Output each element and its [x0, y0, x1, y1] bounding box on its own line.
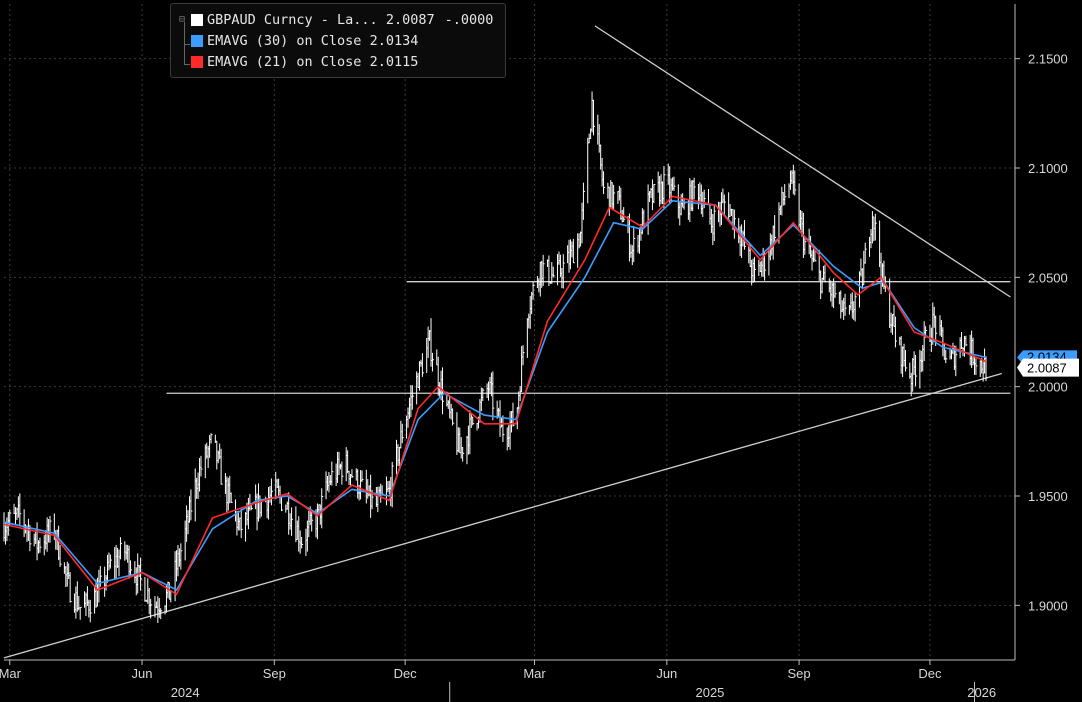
- y-tick-label: 2.0000: [1028, 380, 1068, 395]
- legend-change: -.0000: [444, 12, 494, 28]
- collapse-icon[interactable]: ⊟: [179, 14, 186, 25]
- trend-lines: [3, 25, 1011, 659]
- trend-line: [3, 372, 1002, 659]
- last-price-tag: [1017, 358, 1079, 377]
- x-tick-label: Dec: [394, 666, 418, 681]
- x-tick-label: Sep: [788, 666, 811, 681]
- y-tick-label: 2.0500: [1028, 270, 1068, 285]
- legend-tree-tick: [184, 64, 190, 65]
- y-tick-label: 1.9500: [1028, 489, 1068, 504]
- legend-name: GBPAUD Curncy - La...: [207, 12, 378, 28]
- x-tick-label: Dec: [918, 666, 942, 681]
- x-tick-label: Jun: [656, 666, 677, 681]
- y-tick-label: 2.1000: [1028, 161, 1068, 176]
- legend-value: 2.0134: [369, 33, 419, 49]
- legend-name: EMAVG (30) on Close: [207, 33, 362, 49]
- grid: [4, 4, 1015, 660]
- legend-swatch-ema21: [191, 56, 203, 68]
- year-label: 2025: [695, 685, 724, 700]
- legend-value: 2.0115: [369, 54, 419, 70]
- legend-swatch-price: [191, 14, 203, 26]
- price-series: [3, 91, 988, 624]
- year-label: 2026: [967, 685, 996, 700]
- legend-name: EMAVG (21) on Close: [207, 54, 362, 70]
- last-price-tag-text: 2.0087: [1027, 361, 1067, 376]
- axes: 1.9000 1.9500 2.0000 2.0500 2.1000 2.1500 Mar J…: [0, 4, 1068, 702]
- ema30-line: [3, 199, 987, 592]
- legend-row-ema21[interactable]: EMAVG (21) on Close 2.0115: [179, 52, 418, 72]
- y-tick-label: 2.1500: [1028, 52, 1068, 67]
- legend-tree-tick: [184, 44, 190, 45]
- x-tick-label: Mar: [0, 666, 22, 681]
- x-tick-label: Sep: [263, 666, 286, 681]
- x-tick-label: Jun: [132, 666, 153, 681]
- ema21-line: [3, 195, 987, 596]
- ema-series: [3, 195, 987, 596]
- legend-row-ema30[interactable]: EMAVG (30) on Close 2.0134: [179, 31, 418, 51]
- legend-tree-line: [184, 22, 185, 64]
- year-label: 2024: [171, 685, 200, 700]
- y-tick-label: 1.9000: [1028, 598, 1068, 613]
- legend-value: 2.0087: [385, 12, 435, 28]
- x-tick-label: Mar: [523, 666, 546, 681]
- legend-swatch-ema30: [191, 35, 203, 47]
- trend-line: [594, 25, 1011, 298]
- chart-legend[interactable]: ⊟ GBPAUD Curncy - La... 2.0087 -.0000 EMAV…: [170, 3, 506, 78]
- legend-row-price[interactable]: ⊟ GBPAUD Curncy - La... 2.0087 -.0000: [179, 10, 493, 30]
